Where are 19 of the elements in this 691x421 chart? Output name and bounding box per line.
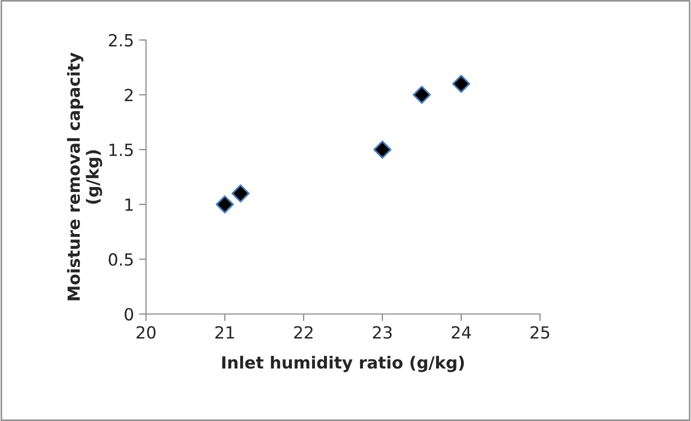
y-tick-label: 2.5: [108, 34, 133, 47]
x-tick-label: 23: [373, 326, 392, 339]
point: [452, 74, 470, 93]
point: [412, 86, 431, 104]
y-tick-label: 1.5: [110, 144, 133, 156]
x-tick-label: 22: [294, 326, 313, 338]
x-tick-label: 24: [452, 326, 471, 338]
point: [373, 140, 392, 159]
point: [232, 184, 250, 202]
y-tick-label: 0: [124, 308, 134, 321]
y-tick-label: 0.5: [108, 253, 133, 266]
y-tick-label: 1: [125, 198, 133, 211]
x-tick-label: 21: [215, 326, 234, 338]
y-axis-title: Moisture removal capacity (g/kg): [67, 52, 102, 300]
point: [216, 195, 234, 214]
y-tick-label: 2: [124, 88, 133, 102]
x-tick-label: 20: [136, 326, 156, 339]
x-tick-label: 25: [530, 326, 550, 339]
x-axis-title: Inlet humidity ratio (g/kg): [222, 356, 464, 372]
